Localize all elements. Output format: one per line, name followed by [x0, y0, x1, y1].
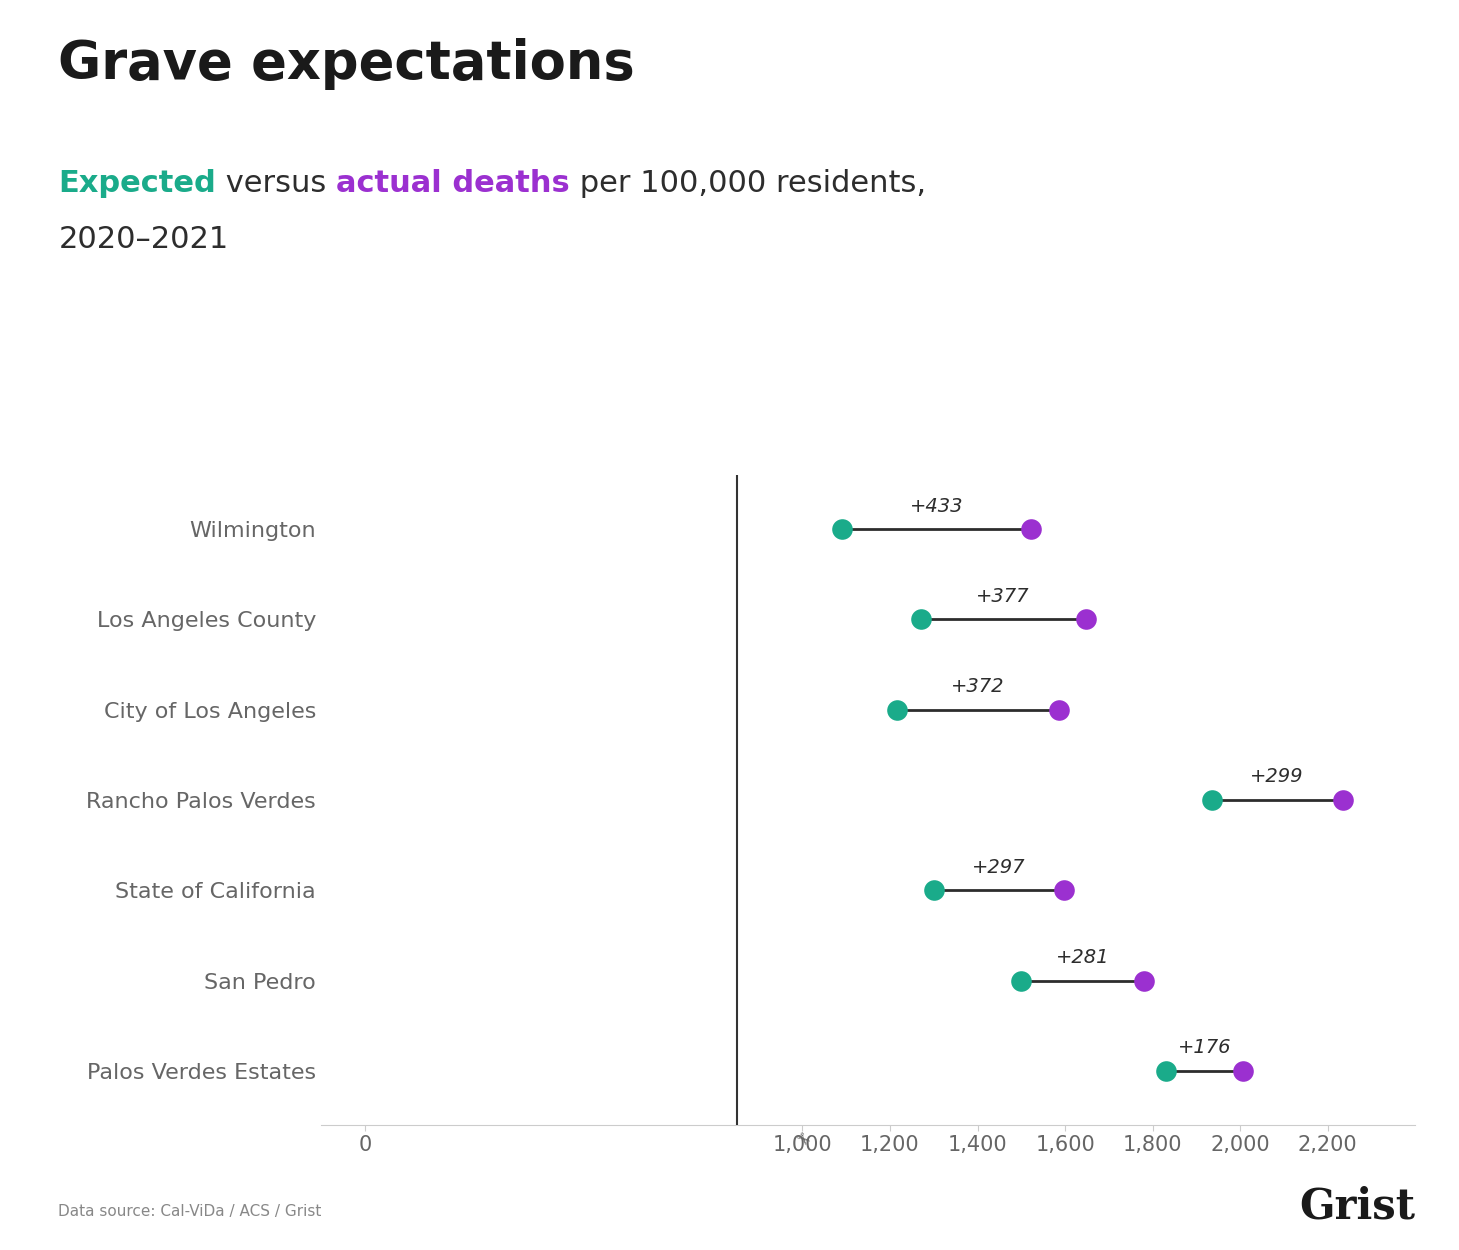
Text: Data source: Cal-ViDa / ACS / Grist: Data source: Cal-ViDa / ACS / Grist [58, 1204, 322, 1219]
Point [922, 880, 945, 900]
Point [1154, 1061, 1177, 1081]
Text: actual deaths: actual deaths [336, 169, 570, 198]
Text: Grave expectations: Grave expectations [58, 38, 635, 90]
Text: 2020–2021: 2020–2021 [58, 225, 229, 254]
Text: Grist: Grist [1299, 1185, 1415, 1228]
Point [884, 700, 907, 720]
Point [1331, 790, 1354, 810]
Point [1010, 970, 1033, 990]
Text: Expected: Expected [58, 169, 216, 198]
Text: +372: +372 [951, 678, 1005, 696]
Text: +299: +299 [1250, 768, 1304, 786]
Text: versus: versus [216, 169, 336, 198]
Point [830, 519, 854, 539]
Point [1020, 519, 1043, 539]
Text: +377: +377 [976, 588, 1030, 606]
Text: per 100,000 residents,: per 100,000 residents, [570, 169, 926, 198]
Point [1231, 1061, 1255, 1081]
Point [1074, 610, 1097, 630]
Text: +297: +297 [972, 858, 1026, 876]
Point [1048, 700, 1071, 720]
Point [1052, 880, 1075, 900]
Point [909, 610, 932, 630]
Point [1201, 790, 1224, 810]
Text: ✂: ✂ [791, 1128, 814, 1150]
Text: +176: +176 [1177, 1039, 1231, 1058]
Text: +433: +433 [910, 496, 963, 515]
Text: +281: +281 [1056, 948, 1109, 968]
Point [1132, 970, 1156, 990]
